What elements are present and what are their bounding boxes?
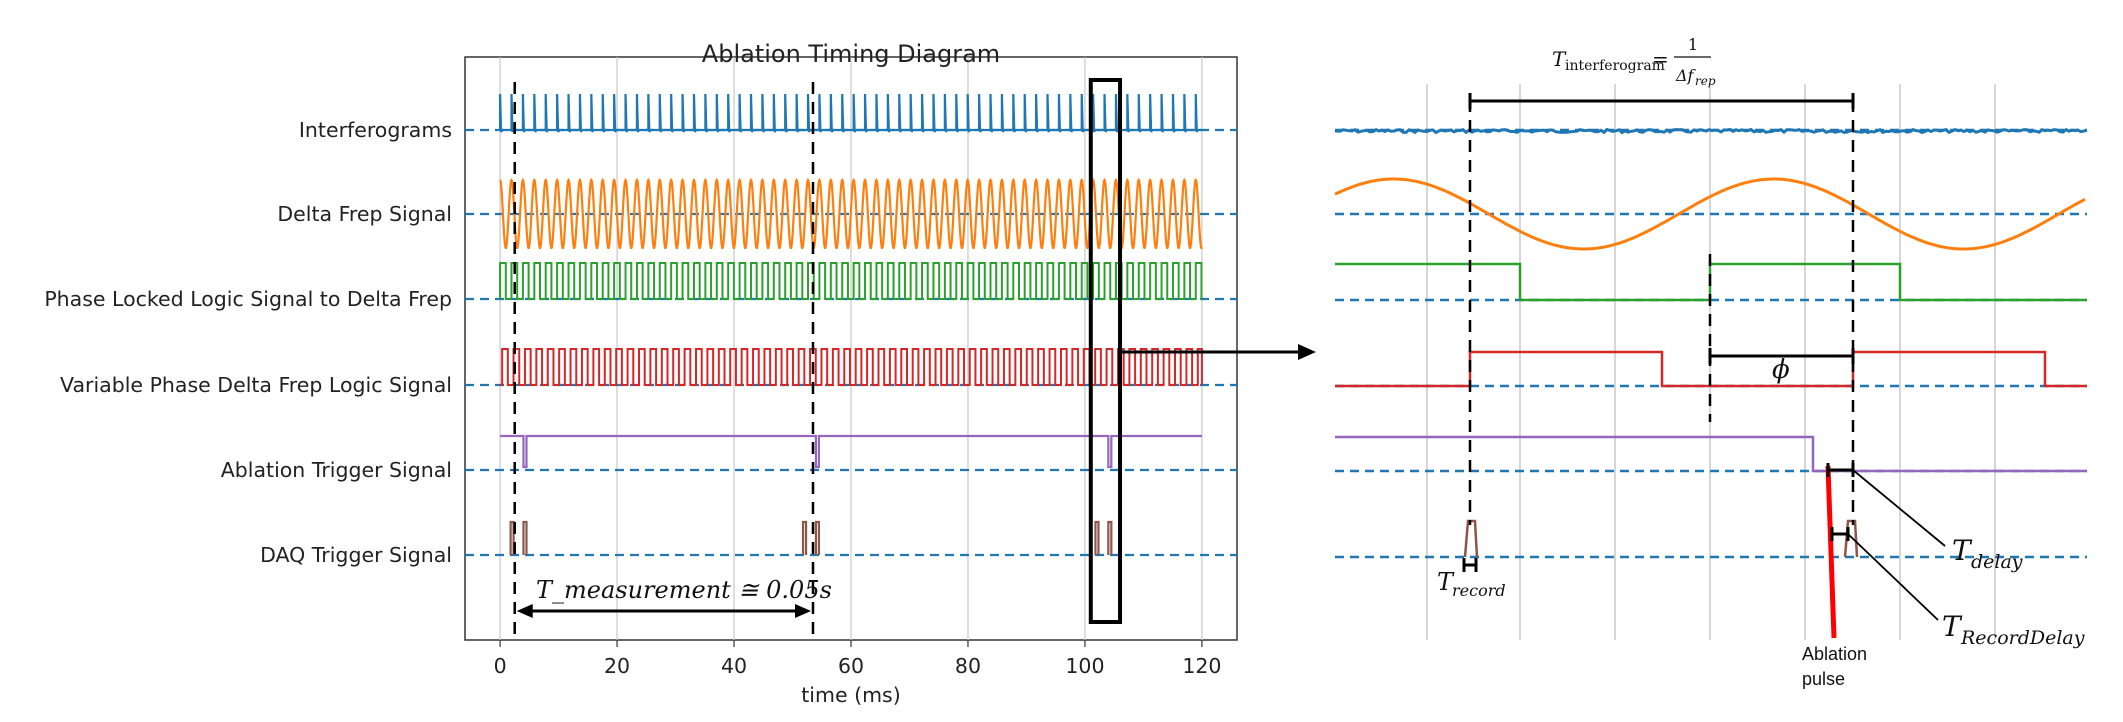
- equals-sign: =: [1652, 47, 1669, 71]
- daq-trigger-pulse: [814, 520, 821, 555]
- signal-label: Ablation Trigger Signal: [221, 458, 452, 482]
- x-axis-ticks: 0 20 40 60 80 100 120: [494, 640, 1221, 678]
- signal-label: DAQ Trigger Signal: [260, 543, 452, 567]
- x-tick-label: 80: [955, 654, 981, 678]
- zoom-interferogram-trace: [1335, 127, 2088, 135]
- signal-label: Phase Locked Logic Signal to Delta Frep: [44, 287, 452, 311]
- zoom-daq-pulse-1: [1463, 519, 1479, 558]
- daq-trigger-pulse: [509, 520, 515, 555]
- ablation-pulse-label-line1: Ablation: [1802, 644, 1867, 664]
- signal-label: Delta Frep Signal: [277, 202, 452, 226]
- daq-trigger-pulse: [1107, 520, 1113, 555]
- phase-symbol: ϕ: [1772, 355, 1790, 385]
- delay-leader-line: [1852, 469, 1946, 547]
- t-record-subscript: record: [1452, 581, 1506, 600]
- delta-frep-trace: [499, 178, 1203, 249]
- ablation-trigger-trace: [500, 434, 1202, 469]
- x-axis-label: time (ms): [801, 683, 900, 707]
- daq-trigger-pulse: [522, 520, 528, 555]
- measurement-window-lines: [513, 82, 815, 640]
- measurement-arrow-head-right: [794, 604, 811, 618]
- signal-traces: [498, 93, 1203, 555]
- measurement-annotation: T_measurement ≅ 0.05s: [536, 576, 832, 604]
- x-tick-label: 40: [721, 654, 747, 678]
- t-record-symbol: T: [1437, 568, 1455, 596]
- t-delay-subscript: delay: [1971, 551, 2023, 573]
- daq-trigger-pulse: [1094, 520, 1100, 555]
- record-delay-leader-line: [1847, 533, 1939, 621]
- phase-locked-trace: [499, 262, 1203, 300]
- zoom-region-box: [1088, 78, 1123, 624]
- zoom-ablation-trigger-trace: [1335, 435, 2087, 473]
- interferograms-trace: [498, 93, 1202, 133]
- x-tick-label: 60: [838, 654, 864, 678]
- main-timing-chart: Interferograms Delta Frep Signal Phase Loc…: [44, 40, 1238, 707]
- fraction-denominator-subscript: rep: [1695, 74, 1716, 88]
- zoomed-timing-panel: T interferogram = 1 Δf rep ϕ T record Ab…: [1334, 35, 2088, 689]
- signal-label: Variable Phase Delta Frep Logic Signal: [60, 373, 452, 397]
- x-tick-label: 100: [1065, 654, 1104, 678]
- t-record-delay-subscript: RecordDelay: [1960, 627, 2085, 649]
- interferogram-period-label: T interferogram = 1 Δf rep: [1552, 35, 1716, 88]
- x-tick-label: 120: [1182, 654, 1221, 678]
- x-tick-label: 20: [604, 654, 630, 678]
- measurement-arrow-head-left: [516, 604, 533, 618]
- signal-labels: Interferograms Delta Frep Signal Phase Loc…: [44, 118, 452, 567]
- zoom-arrow-head: [1298, 344, 1316, 360]
- x-tick-label: 0: [494, 654, 507, 678]
- zoom-delta-frep-trace: [1334, 177, 2086, 251]
- signal-label: Interferograms: [299, 118, 452, 142]
- daq-trigger-pulse: [801, 520, 808, 555]
- fraction-denominator: Δf: [1675, 66, 1697, 85]
- t-interferogram-subscript: interferogram: [1565, 58, 1665, 74]
- ablation-pulse-label-line2: pulse: [1802, 669, 1845, 689]
- fraction-numerator: 1: [1688, 35, 1698, 54]
- t-record-delay-symbol: T: [1942, 610, 1963, 643]
- t-delay-symbol: T: [1952, 534, 1973, 567]
- chart-title: Ablation Timing Diagram: [702, 40, 1000, 68]
- t-interferogram-symbol: T: [1552, 47, 1567, 71]
- ablation-pulse-line: [1825, 465, 1837, 639]
- variable-phase-trace: [500, 348, 1203, 386]
